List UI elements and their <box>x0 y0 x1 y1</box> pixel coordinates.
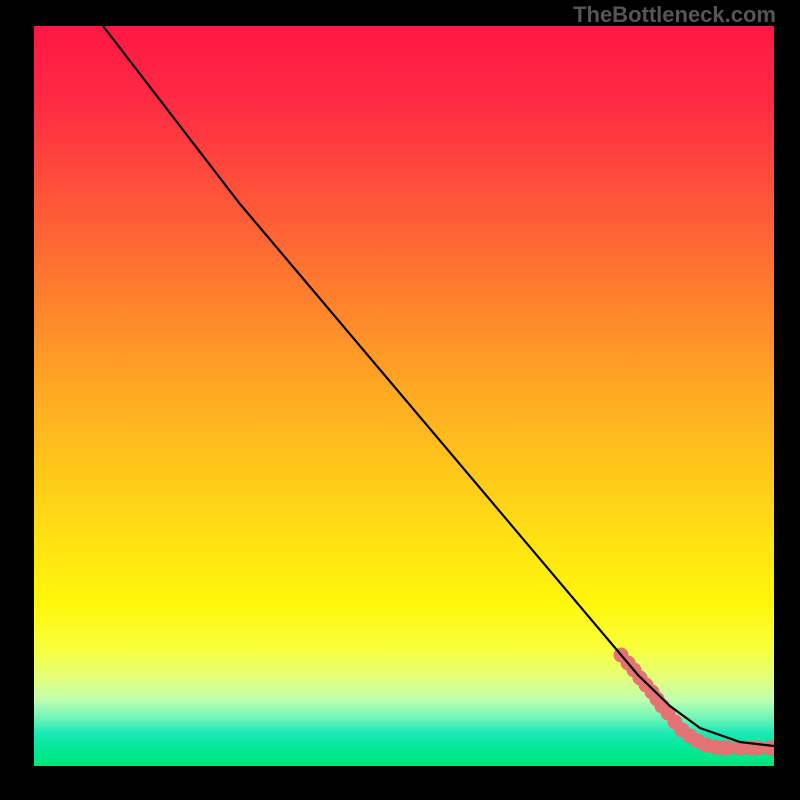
chart-container: TheBottleneck.com <box>0 0 800 800</box>
data-point <box>781 741 796 756</box>
data-point <box>763 741 778 756</box>
plot-area <box>0 0 800 800</box>
watermark-text: TheBottleneck.com <box>573 2 776 28</box>
gradient-background <box>34 26 774 766</box>
